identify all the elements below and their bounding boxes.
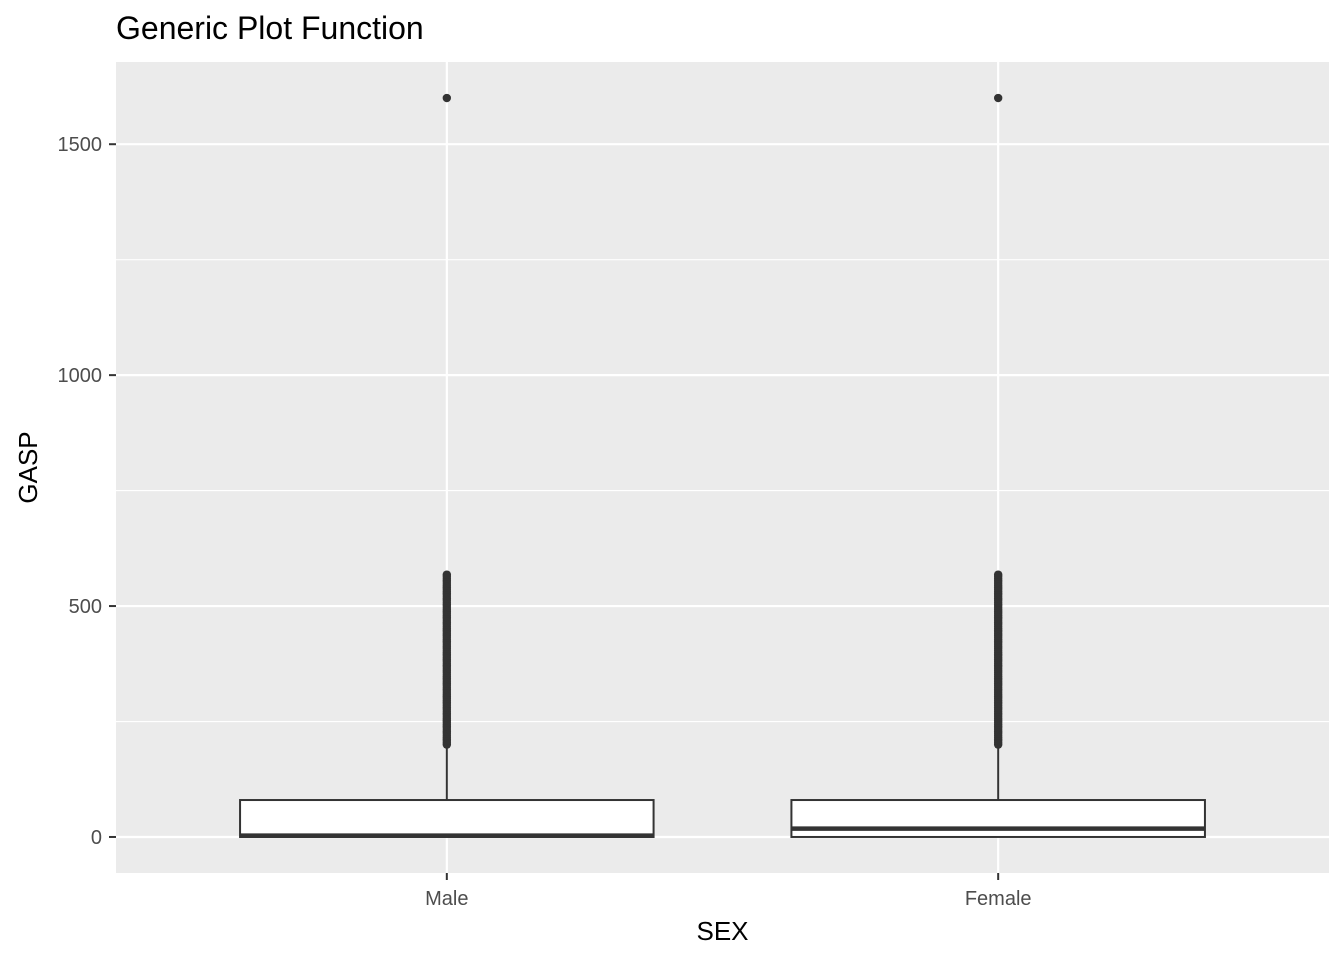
box-iqr xyxy=(239,799,655,838)
box-series xyxy=(239,93,1206,838)
y-axis-title: GASP xyxy=(13,431,43,503)
y-axis: 0 500 1000 1500 xyxy=(58,134,116,849)
y-tick-label: 1500 xyxy=(58,134,103,156)
outlier-point xyxy=(993,93,1003,103)
box-male xyxy=(239,93,655,838)
y-tick-label: 500 xyxy=(69,596,102,618)
minor-gridlines xyxy=(116,259,1329,723)
x-tick-label: Male xyxy=(425,888,468,910)
outlier-point xyxy=(442,570,452,579)
x-tick-label: Female xyxy=(965,888,1032,910)
y-tick-label: 0 xyxy=(91,827,102,849)
y-tick-label: 1000 xyxy=(58,365,103,387)
chart-title: Generic Plot Function xyxy=(116,10,424,46)
plot-panel xyxy=(116,62,1329,873)
x-axis-title: SEX xyxy=(696,916,748,946)
x-axis: Male Female xyxy=(425,873,1032,910)
box-iqr xyxy=(790,799,1206,838)
outlier-point xyxy=(993,570,1003,579)
box-female xyxy=(790,93,1206,838)
outlier-point xyxy=(442,93,452,103)
